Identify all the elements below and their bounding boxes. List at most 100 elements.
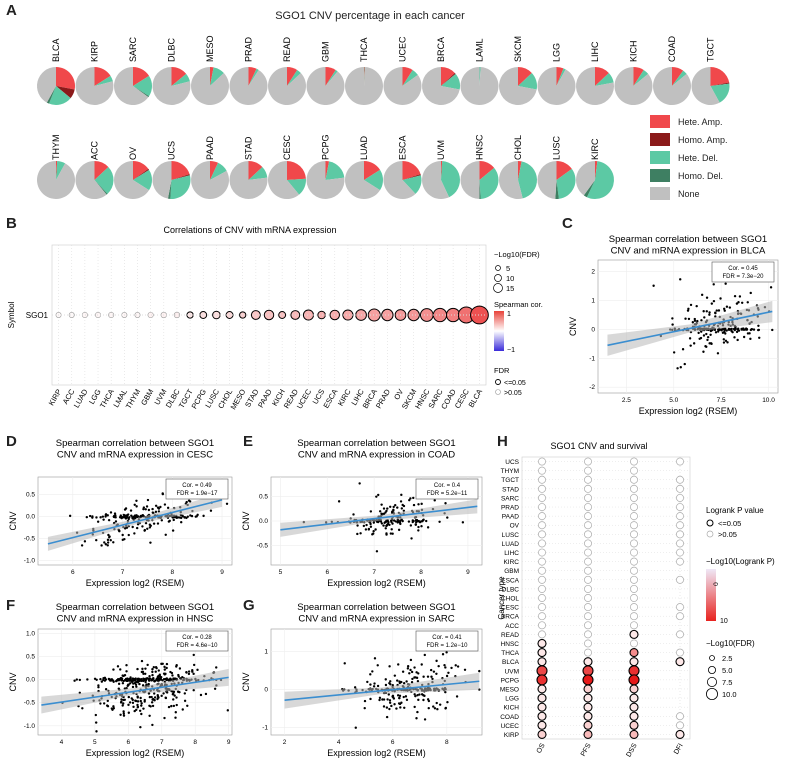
g-xtick-2: 6 [391,739,395,746]
e-point [380,522,384,525]
f-point [164,672,167,676]
pie-label-thca: THCA [359,38,369,63]
f-point [131,685,135,689]
d-point [143,529,146,532]
pie-slice-sarc-4 [114,67,149,105]
pie-label-lgg: LGG [552,43,562,62]
pie-label-laml: LAML [475,38,485,62]
h-point-dlbc-os [538,584,546,593]
pie-slice-gbm-2 [325,69,338,86]
e-point [391,532,394,535]
f-point [106,699,109,703]
f-point [187,670,191,673]
c-point [693,319,697,323]
pie-slice-hnsc-2 [479,167,499,199]
g-point [354,726,357,729]
h-point-tgct-dfi [676,475,684,484]
b-point-dlbc [173,311,181,319]
pie-slice-gbm-0 [325,67,336,86]
h-point-esca-dss [630,575,638,584]
f-point [136,700,140,703]
f-point [163,716,166,720]
h-legend-p-ns-label: >0.05 [718,530,737,539]
f-point [122,710,125,713]
pie-slice-luad-2 [364,169,383,191]
pie-slice-esca-2 [402,175,422,194]
g-point [435,701,438,705]
d-point [148,526,152,529]
c-title-l1: Spearman correlation between SGO1 [609,234,767,245]
f-point [172,698,175,701]
g-point [378,698,381,702]
pie-label-coad: COAD [667,35,677,62]
b-legend-size-label-0: 5 [506,264,510,273]
f-point [155,666,158,670]
e-point [414,523,418,526]
c-point [758,336,761,340]
e-point [374,528,377,531]
g-fit-line [284,680,480,701]
f-point [142,672,145,676]
b-point-ucs [317,310,326,320]
f-point [148,675,151,678]
f-point [183,699,187,703]
c-point [722,338,725,341]
h-row-cesc: CESC [501,605,519,612]
h-point-lusc-pfs [584,530,592,539]
b-point-blca [470,305,489,325]
d-point [80,544,84,547]
f-xtick-0: 4 [60,739,64,746]
d-point [131,516,134,519]
pie-slice-kich-4 [614,67,653,105]
pie-label-ucs: UCS [167,141,177,160]
d-point [131,525,134,529]
c-point [723,309,726,312]
h-point-read-dss [629,629,639,639]
h-col-pfs: PFS [580,742,593,758]
pie-slice-blca-4 [37,67,56,103]
h-row-lgg: LGG [505,696,519,703]
h-point-luad-dfi [676,539,684,548]
g-point [430,675,433,678]
c-point [752,328,756,331]
c-point [709,329,713,333]
h-point-brca-pfs [584,612,592,621]
h-point-thca-os [537,648,547,658]
h-point-luad-pfs [584,539,592,548]
e-title: Spearman correlation between SGO1 CNV and… [297,438,455,461]
e-point [387,520,390,524]
d-point [188,500,192,503]
g-point [398,694,402,698]
pie-slice-sarc-0 [133,67,150,86]
d-point [107,518,111,522]
d-ytick-0: -1.0 [24,558,36,565]
g-point [436,707,439,711]
d-point [123,537,126,541]
g-point [447,671,450,674]
f-point [139,725,142,729]
f-point [136,703,139,707]
legend-none: None [650,187,700,200]
f-point [140,704,143,707]
g-point [343,662,346,665]
d-point [104,543,108,546]
h-col-dfi: DFI [673,742,685,755]
g-point [463,668,467,671]
c-point [693,317,696,321]
pie-slice-ucec-2 [402,69,418,86]
f-point [95,730,98,733]
g-title: Spearman correlation between SGO1 CNV and… [297,602,455,625]
pie-slice-acc-3 [94,180,108,195]
d-point [183,515,187,519]
g-point [416,694,419,697]
f-xtick-2: 6 [126,739,130,746]
pie-slice-uvm-2 [441,161,460,198]
c-point [708,313,711,316]
g-point [402,695,405,699]
e-point [419,520,423,523]
c-point [706,338,709,342]
e-title-l2: CNV and mRNA expression in COAD [298,450,455,461]
f-point [125,670,128,673]
e-point [422,518,425,521]
e-stat-cor: Cor. = 0.4 [434,483,461,489]
